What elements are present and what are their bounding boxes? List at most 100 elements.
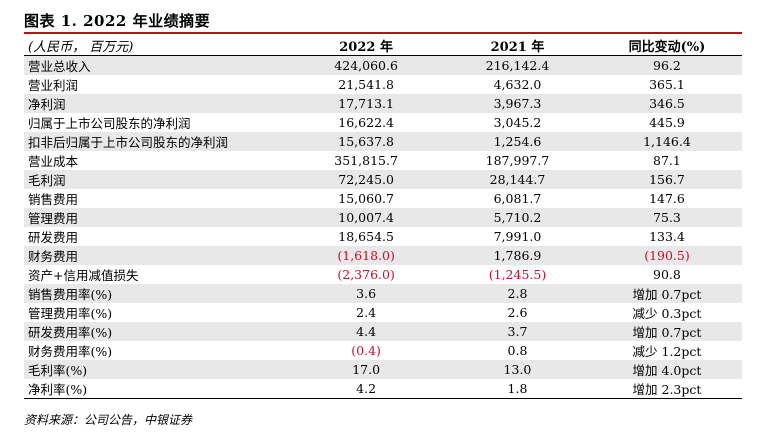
value-2022: 16,622.4 (338, 115, 394, 130)
yoy-change-header: 同比变动(%) (628, 40, 706, 55)
value-2021: (1,245.5) (488, 267, 547, 282)
value-2022: 10,007.4 (338, 210, 394, 225)
yoy-change: (190.5) (644, 248, 690, 263)
yoy-change: 1,146.4 (643, 134, 691, 149)
yoy-change: 增加 4.0pct (632, 363, 702, 378)
yoy-change: 156.7 (649, 172, 685, 187)
value-2022: 351,815.7 (334, 153, 398, 168)
table-row: 研发费用 18,654.5 7,991.0 133.4 (24, 227, 742, 246)
table-row: 净利率(%) 4.2 1.8 增加 2.3pct (24, 379, 742, 399)
unit-header: (人民币， 百万元) (28, 40, 134, 55)
table-row: 营业成本 351,815.7 187,997.7 87.1 (24, 151, 742, 170)
year-2021-header: 2021 年 (490, 40, 545, 55)
row-label: 销售费用率(%) (28, 287, 113, 302)
source-note: 资料来源：公司公告，中银证券 (24, 413, 193, 427)
table-row: 归属于上市公司股东的净利润 16,622.4 3,045.2 445.9 (24, 113, 742, 132)
yoy-change: 增加 2.3pct (632, 382, 702, 397)
value-2021: 7,991.0 (493, 229, 542, 244)
table-row: 财务费用率(%) (0.4) 0.8 减少 1.2pct (24, 341, 742, 360)
table-row: 营业总收入 424,060.6 216,142.4 96.2 (24, 55, 742, 75)
value-2021: 2.6 (507, 305, 528, 320)
figure-title: 图表 1. 2022 年业绩摘要 (24, 12, 211, 30)
yoy-change: 87.1 (653, 153, 681, 168)
header-row: (人民币， 百万元) 2022 年 2021 年 同比变动(%) (24, 36, 742, 56)
yoy-change: 增加 0.7pct (632, 287, 702, 302)
value-2021: 28,144.7 (489, 172, 546, 187)
value-2022: 15,060.7 (338, 191, 394, 206)
value-2021: 187,997.7 (485, 153, 550, 168)
value-2021: 0.8 (507, 343, 528, 358)
row-label: 财务费用 (28, 249, 79, 264)
value-2021: 13.0 (503, 362, 532, 377)
value-2021: 216,142.4 (485, 58, 550, 73)
table-row: 研发费用率(%) 4.4 3.7 增加 0.7pct (24, 322, 742, 341)
value-2021: 1,254.6 (493, 134, 542, 149)
row-label: 毛利率(%) (28, 363, 88, 378)
yoy-change: 75.3 (653, 210, 681, 225)
value-2021: 6,081.7 (493, 191, 542, 206)
yoy-change: 365.1 (649, 77, 685, 92)
value-2021: 2.8 (507, 286, 528, 301)
table-row: 净利润 17,713.1 3,967.3 346.5 (24, 94, 742, 113)
table-row: 毛利润 72,245.0 28,144.7 156.7 (24, 170, 742, 189)
row-label: 扣非后归属于上市公司股东的净利润 (28, 135, 229, 150)
table-body: 营业总收入 424,060.6 216,142.4 96.2 营业利润 21,541.8 4… (24, 55, 742, 399)
table-row: 管理费用率(%) 2.4 2.6 减少 0.3pct (24, 303, 742, 322)
row-label: 销售费用 (28, 192, 79, 207)
yoy-change: 减少 1.2pct (632, 344, 702, 359)
table-row: 营业利润 21,541.8 4,632.0 365.1 (24, 75, 742, 94)
value-2022: 4.2 (356, 381, 377, 396)
value-2021: 3,967.3 (493, 96, 542, 111)
value-2021: 3.7 (507, 324, 528, 339)
row-label: 净利润 (28, 97, 66, 112)
row-label: 营业总收入 (28, 59, 91, 74)
value-2022: 2.4 (356, 305, 377, 320)
value-2022: 424,060.6 (334, 58, 398, 73)
row-label: 毛利润 (28, 173, 66, 188)
row-label: 研发费用率(%) (28, 325, 113, 340)
value-2021: 3,045.2 (493, 115, 542, 130)
yoy-change: 445.9 (649, 115, 685, 130)
value-2022: 72,245.0 (338, 172, 394, 187)
value-2022: 17,713.1 (338, 96, 394, 111)
value-2022: 15,637.8 (338, 134, 394, 149)
value-2021: 5,710.2 (493, 210, 542, 225)
row-label: 研发费用 (28, 230, 79, 245)
value-2021: 4,632.0 (493, 77, 542, 92)
row-label: 净利率(%) (28, 382, 88, 397)
summary-table: (人民币， 百万元) 2022 年 2021 年 同比变动(%) 营业总收入 42… (24, 36, 742, 399)
table-row: 扣非后归属于上市公司股东的净利润 15,637.8 1,254.6 1,146.4 (24, 132, 742, 151)
row-label: 财务费用率(%) (28, 344, 113, 359)
table-row: 毛利率(%) 17.0 13.0 增加 4.0pct (24, 360, 742, 379)
value-2022: (0.4) (351, 343, 381, 358)
yoy-change: 346.5 (649, 96, 685, 111)
row-label: 管理费用 (28, 211, 79, 226)
table-row: 财务费用 (1,618.0) 1,786.9 (190.5) (24, 246, 742, 265)
table-row: 销售费用 15,060.7 6,081.7 147.6 (24, 189, 742, 208)
value-2022: (1,618.0) (337, 248, 395, 263)
value-2022: 3.6 (356, 286, 377, 301)
value-2022: 17.0 (352, 362, 381, 377)
value-2022: (2,376.0) (337, 267, 395, 282)
value-2021: 1,786.9 (493, 248, 542, 263)
value-2021: 1.8 (507, 381, 528, 396)
row-label: 营业成本 (28, 154, 79, 169)
title-rule (24, 32, 742, 34)
yoy-change: 96.2 (653, 58, 681, 73)
yoy-change: 增加 0.7pct (632, 325, 702, 340)
table-row: 销售费用率(%) 3.6 2.8 增加 0.7pct (24, 284, 742, 303)
yoy-change: 133.4 (649, 229, 685, 244)
value-2022: 21,541.8 (338, 77, 394, 92)
yoy-change: 减少 0.3pct (632, 306, 702, 321)
table-row: 管理费用 10,007.4 5,710.2 75.3 (24, 208, 742, 227)
year-2022-header: 2022 年 (339, 40, 393, 55)
value-2022: 4.4 (356, 324, 377, 339)
row-label: 营业利润 (28, 78, 79, 93)
row-label: 归属于上市公司股东的净利润 (28, 116, 191, 131)
row-label: 管理费用率(%) (28, 306, 113, 321)
row-label: 资产+信用减值损失 (28, 268, 139, 283)
yoy-change: 90.8 (653, 267, 681, 282)
yoy-change: 147.6 (649, 191, 685, 206)
value-2022: 18,654.5 (338, 229, 394, 244)
table-row: 资产+信用减值损失 (2,376.0) (1,245.5) 90.8 (24, 265, 742, 284)
